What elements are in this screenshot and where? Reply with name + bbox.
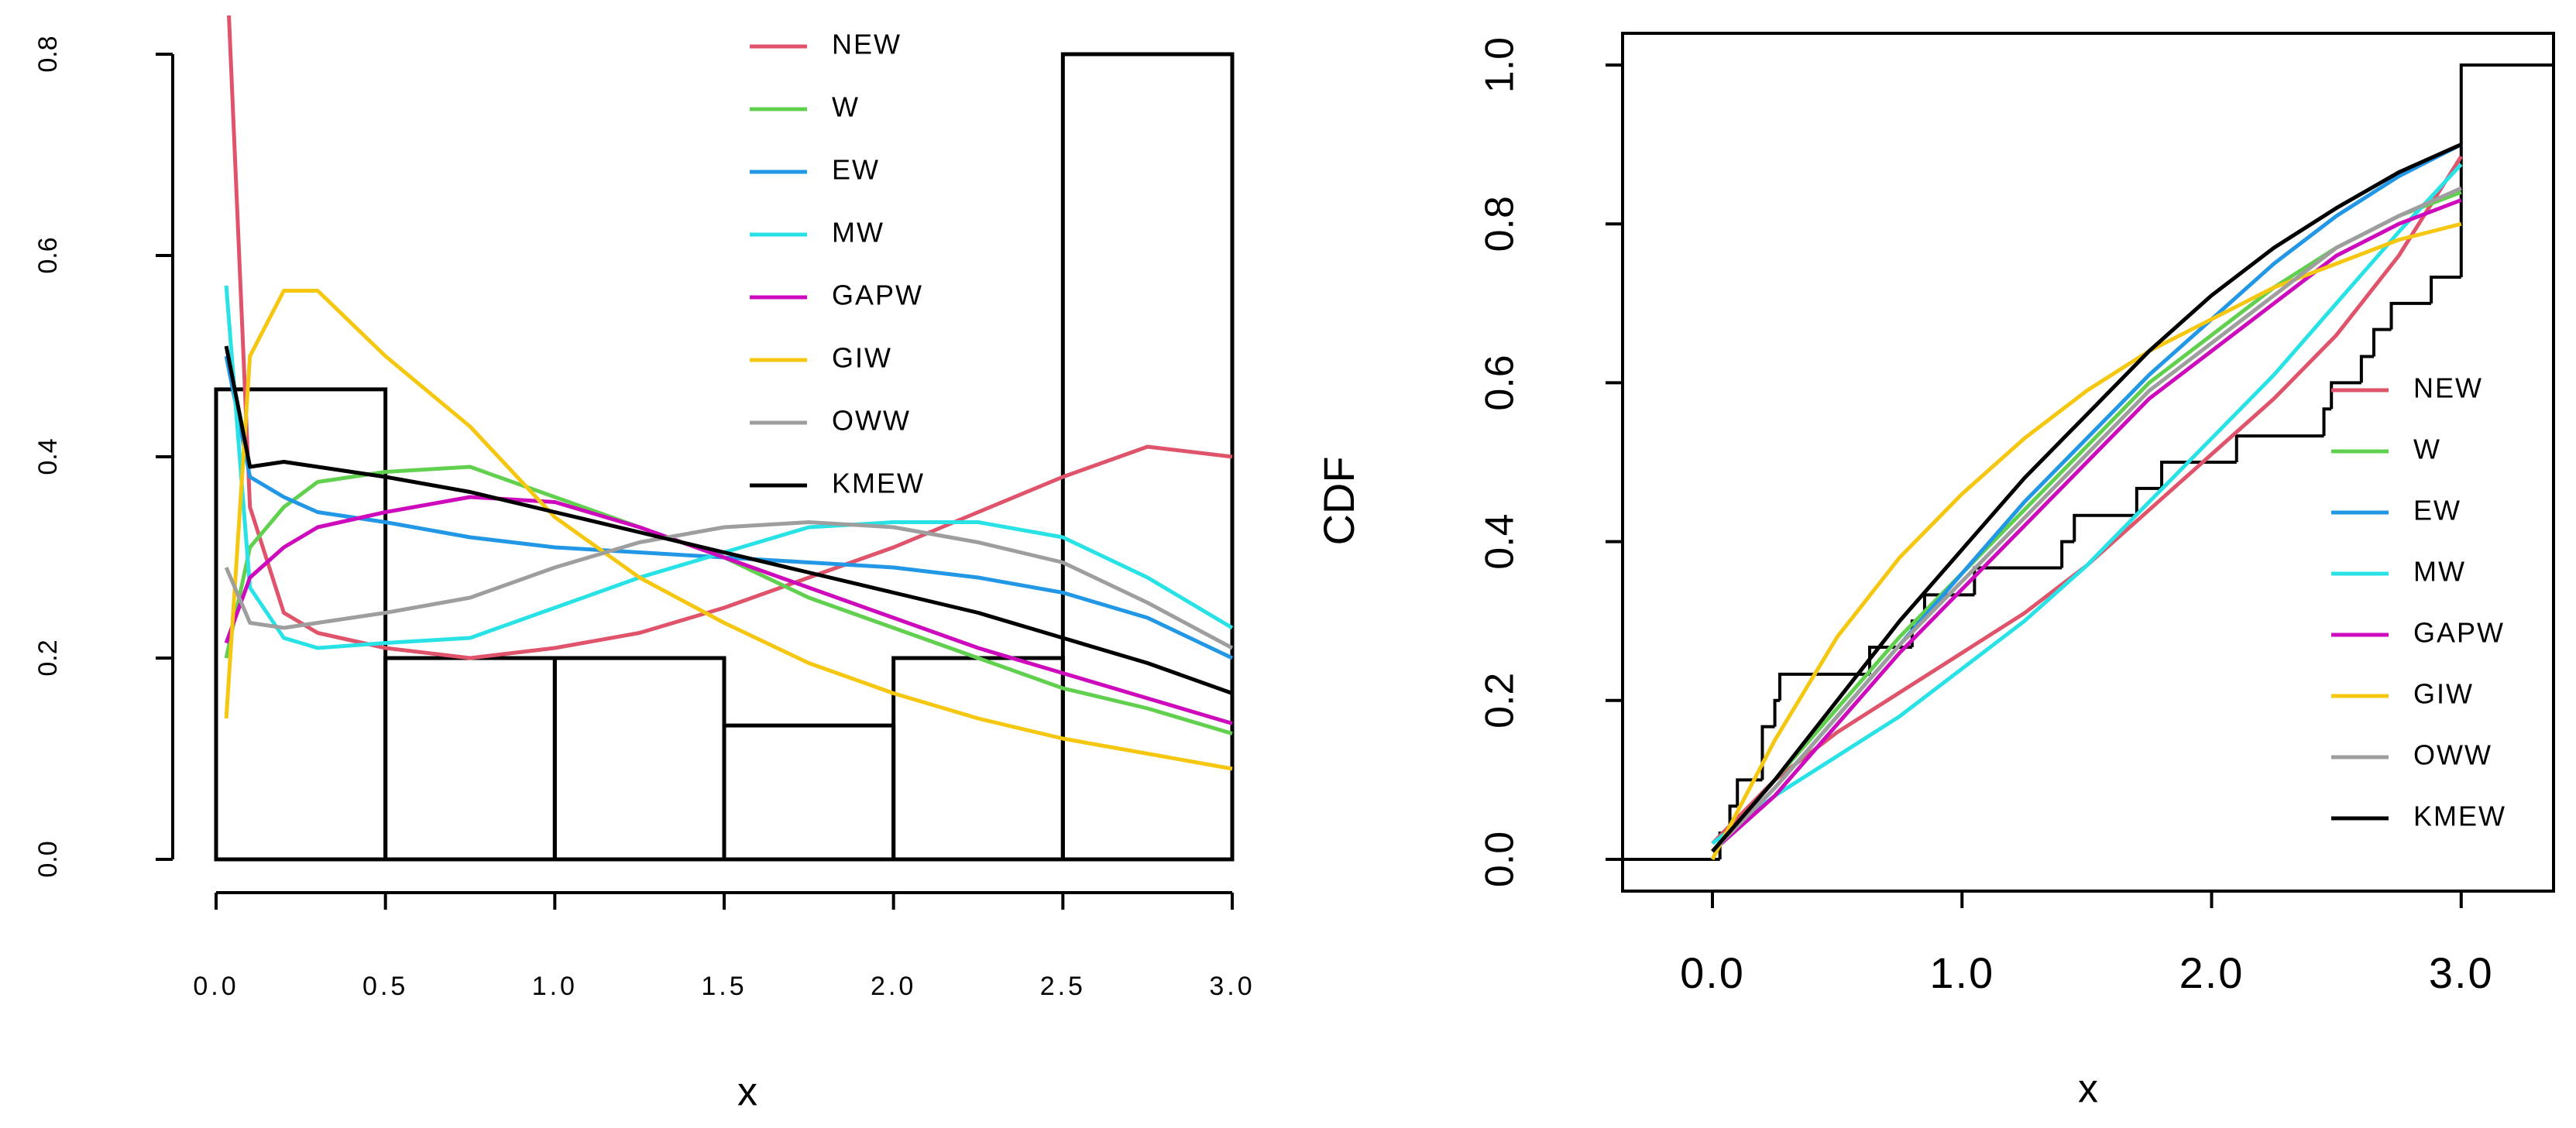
legend-label: KMEW	[832, 468, 925, 499]
histogram-bar	[1060, 52, 1235, 862]
y-tick-label: 0.0	[1478, 831, 1523, 887]
x-tick-label: 0.5	[362, 972, 408, 1001]
x-tick-label: 3.0	[2429, 948, 2494, 997]
density-curve	[224, 465, 1233, 735]
y-axis-label: CDF	[1314, 456, 1363, 545]
x-tick-label: 0.0	[1680, 948, 1745, 997]
y-tick-label: 0.2	[1478, 673, 1523, 729]
legend-label: MW	[832, 217, 884, 249]
ecdf-step	[1778, 672, 1870, 701]
y-tick-label: 0.0	[33, 841, 63, 877]
ecdf-step	[2372, 327, 2392, 357]
plot-area	[214, 15, 1235, 862]
y-tick-label: 0.4	[1478, 513, 1523, 569]
ecdf-step	[2135, 486, 2162, 516]
histogram-bar	[383, 656, 557, 862]
x-tick-label: 2.5	[1040, 972, 1086, 1001]
ecdf-step	[2073, 513, 2137, 542]
plot-frame	[1621, 32, 2555, 893]
density-curve	[1711, 198, 2462, 853]
ecdf-step	[2459, 63, 2554, 277]
density-curve	[224, 520, 1234, 650]
x-tick-label: 0.0	[193, 972, 239, 1001]
legend-label: GAPW	[2413, 617, 2505, 649]
x-axis-label: x	[737, 1070, 757, 1115]
y-tick-label: 0.2	[33, 639, 63, 676]
ecdf-step	[2430, 275, 2461, 303]
legend-label: GIW	[832, 342, 892, 374]
x-axis-label: x	[2078, 1067, 2098, 1112]
x-tick-label: 3.0	[1209, 972, 1255, 1001]
y-tick-label: 0.6	[33, 237, 63, 273]
legend-label: KMEW	[2413, 801, 2506, 832]
histogram-bar	[214, 387, 388, 862]
legend-label: W	[2413, 434, 2441, 465]
legend-label: EW	[832, 154, 880, 186]
ecdf-step	[2322, 407, 2332, 437]
ecdf-step	[1973, 566, 2063, 595]
x-tick-label: 1.0	[1929, 948, 1994, 997]
density-curve	[224, 495, 1233, 725]
y-tick-label: 0.6	[1478, 355, 1523, 410]
y-tick-label: 0.4	[33, 438, 63, 475]
y-tick-label: 0.8	[33, 36, 63, 72]
histogram-bar	[552, 656, 726, 862]
legend-label: W	[832, 91, 860, 123]
legend-label: OWW	[832, 405, 911, 437]
legend-label: NEW	[832, 29, 902, 60]
density-curve	[1711, 186, 2462, 853]
legend-label: GIW	[2413, 678, 2474, 710]
x-tick-label: 1.0	[532, 972, 578, 1001]
histogram-bar	[891, 656, 1065, 862]
legend-label: MW	[2413, 556, 2466, 588]
cdf-panel: 0.0 0.2 0.4 0.6 0.8 1.0 0.0 1.0 2.0 3.0 x CDF NEW W EW…	[1314, 32, 2555, 1112]
density-curve	[227, 15, 1233, 660]
x-tick-label: 2.0	[2179, 948, 2245, 997]
ecdf-step	[2234, 434, 2324, 462]
ecdf-step	[2060, 540, 2075, 568]
plot-area	[1623, 63, 2554, 861]
ecdf-step	[2359, 355, 2374, 383]
legend-label: EW	[2413, 495, 2461, 526]
x-tick-label: 1.5	[701, 972, 747, 1001]
legend-label: NEW	[2413, 372, 2483, 404]
legend-label: OWW	[2413, 739, 2492, 771]
density-curve	[224, 345, 1233, 695]
density-curve	[1711, 142, 2462, 853]
density-curve	[1711, 163, 2463, 845]
y-tick-label: 0.8	[1478, 196, 1523, 252]
x-tick-label: 2.0	[871, 972, 916, 1001]
density-curve	[224, 285, 1234, 650]
ecdf-step	[1773, 698, 1781, 727]
density-panel: 0.0 0.2 0.4 0.6 0.8 0.0 0.5 1.0 1.5 2.0 2.5 3.0 x NEW…	[33, 15, 1255, 1115]
y-tick-label: 1.0	[1478, 37, 1523, 93]
ecdf-step	[2160, 461, 2237, 489]
histogram-bar	[722, 723, 896, 862]
ecdf-step	[2389, 301, 2432, 330]
legend-label: GAPW	[832, 279, 923, 311]
density-curve	[1710, 221, 2462, 861]
density-curve	[224, 355, 1234, 660]
density-curve	[224, 289, 1233, 771]
ecdf-step	[2330, 381, 2361, 410]
